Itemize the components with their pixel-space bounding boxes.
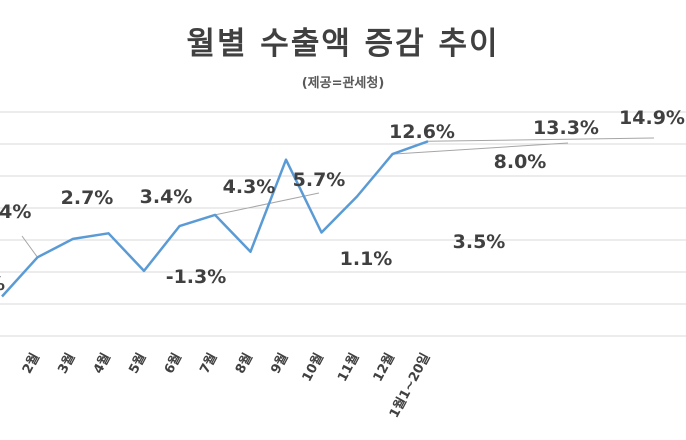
x-tick-label: 3월 — [55, 350, 79, 376]
data-label: 5.7% — [293, 169, 346, 191]
data-label: 12.6% — [389, 121, 455, 143]
leader-line — [214, 192, 320, 216]
x-tick-label: 8월 — [232, 350, 256, 376]
x-tick-label: 5월 — [126, 350, 150, 376]
data-label: 8.0% — [494, 151, 547, 173]
x-tick-label: 2월 — [19, 350, 43, 376]
chart-subtitle: (제공=관세청) — [301, 76, 385, 91]
data-label: 3.4% — [140, 186, 193, 208]
data-label: 4.3% — [223, 176, 276, 198]
data-label: 2.7% — [61, 187, 114, 209]
data-label: 1.1% — [340, 248, 393, 270]
x-tick-label: 12월 — [370, 350, 398, 384]
data-line — [1, 140, 429, 298]
x-tick-label: 10월 — [299, 350, 327, 384]
data-label: 3.5% — [453, 231, 506, 253]
leader-line — [392, 142, 569, 155]
data-label: -1.3% — [166, 266, 227, 288]
x-tick-label: 9월 — [268, 350, 292, 376]
x-tick-label: 6월 — [161, 350, 185, 376]
chart-title: 월별 수출액 증감 추이 — [186, 26, 500, 62]
data-label: 0.4% — [0, 201, 31, 223]
data-label: 14.9% — [619, 107, 685, 129]
x-tick-label: 4월 — [90, 350, 114, 376]
leader-line — [427, 137, 655, 142]
leader-line — [21, 235, 38, 258]
x-tick-label: 11월 — [334, 350, 362, 384]
data-label: % — [0, 273, 5, 295]
x-tick-label: 7월 — [197, 350, 221, 376]
data-label: 13.3% — [533, 117, 599, 139]
